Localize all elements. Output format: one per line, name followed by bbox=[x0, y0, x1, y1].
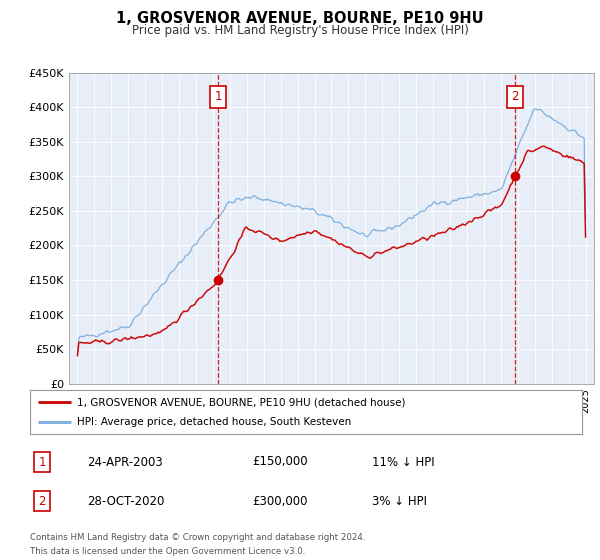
Text: 1: 1 bbox=[214, 91, 222, 104]
Text: 24-APR-2003: 24-APR-2003 bbox=[87, 455, 163, 469]
Text: 11% ↓ HPI: 11% ↓ HPI bbox=[372, 455, 434, 469]
Text: £300,000: £300,000 bbox=[252, 494, 308, 508]
Text: 1, GROSVENOR AVENUE, BOURNE, PE10 9HU (detached house): 1, GROSVENOR AVENUE, BOURNE, PE10 9HU (d… bbox=[77, 397, 406, 407]
Text: 28-OCT-2020: 28-OCT-2020 bbox=[87, 494, 164, 508]
Text: 2: 2 bbox=[38, 494, 46, 508]
Text: 3% ↓ HPI: 3% ↓ HPI bbox=[372, 494, 427, 508]
Text: 2: 2 bbox=[511, 91, 518, 104]
Text: 1, GROSVENOR AVENUE, BOURNE, PE10 9HU: 1, GROSVENOR AVENUE, BOURNE, PE10 9HU bbox=[116, 11, 484, 26]
Text: HPI: Average price, detached house, South Kesteven: HPI: Average price, detached house, Sout… bbox=[77, 417, 351, 427]
Text: £150,000: £150,000 bbox=[252, 455, 308, 469]
Text: 1: 1 bbox=[38, 455, 46, 469]
Text: Contains HM Land Registry data © Crown copyright and database right 2024.
This d: Contains HM Land Registry data © Crown c… bbox=[30, 533, 365, 556]
Text: Price paid vs. HM Land Registry's House Price Index (HPI): Price paid vs. HM Land Registry's House … bbox=[131, 24, 469, 36]
